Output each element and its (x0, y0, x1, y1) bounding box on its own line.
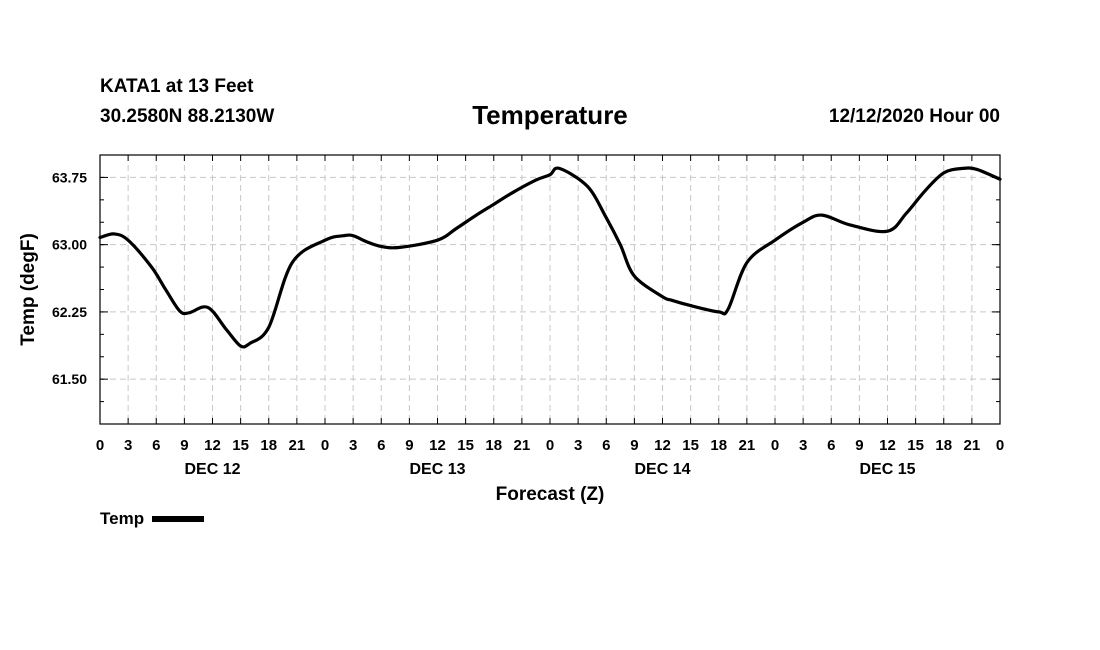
x-tick-label: 3 (349, 437, 357, 454)
station-coordinates: 30.2580N 88.2130W (100, 106, 275, 127)
x-tick-label: 6 (377, 437, 385, 454)
x-tick-label: 9 (855, 437, 863, 454)
y-axis-label: Temp (degF) (18, 233, 39, 346)
station-name: KATA1 at 13 Feet (100, 76, 254, 97)
day-label: DEC 15 (859, 461, 915, 478)
x-tick-label: 0 (996, 437, 1004, 454)
plot-frame (99, 154, 1001, 425)
series-line-temp (98, 166, 1002, 349)
legend-line-swatch (152, 516, 205, 522)
x-tick-label: 3 (574, 437, 582, 454)
tick-labels: 0 3 6 9 12 15 18 21 0 3 6 9 12 15 18 21 0 3 6 9 12 15 18 21 0 3 6 9… (52, 169, 1004, 478)
y-tick-label: 62.25 (52, 304, 87, 320)
x-tick-label: 21 (739, 437, 756, 454)
x-tick-label: 21 (514, 437, 531, 454)
x-tick-label: 18 (935, 437, 952, 454)
x-tick-label: 9 (405, 437, 413, 454)
y-tick-label: 63.00 (52, 237, 87, 253)
x-tick-label: 6 (827, 437, 835, 454)
x-tick-label: 15 (232, 437, 249, 454)
forecast-datetime: 12/12/2020 Hour 00 (828, 106, 1000, 127)
day-label: DEC 14 (634, 461, 690, 478)
day-label: DEC 12 (184, 461, 240, 478)
x-tick-label: 6 (602, 437, 610, 454)
gridlines (100, 155, 1000, 424)
series-layer (98, 166, 1002, 349)
x-tick-label: 18 (260, 437, 277, 454)
x-tick-label: 21 (964, 437, 981, 454)
x-tick-label: 0 (771, 437, 779, 454)
x-tick-label: 12 (879, 437, 896, 454)
x-tick-label: 12 (654, 437, 671, 454)
x-tick-label: 18 (485, 437, 502, 454)
legend-label-temp: Temp (100, 509, 145, 528)
x-tick-label: 12 (204, 437, 221, 454)
x-tick-label: 9 (630, 437, 638, 454)
x-tick-label: 6 (152, 437, 160, 454)
y-tick-label: 61.50 (52, 371, 87, 387)
x-tick-label: 15 (682, 437, 699, 454)
x-tick-label: 3 (799, 437, 807, 454)
x-tick-label: 15 (457, 437, 474, 454)
y-tick-label: 63.75 (52, 169, 87, 185)
x-tick-label: 0 (546, 437, 554, 454)
x-tick-label: 15 (907, 437, 924, 454)
legend: Temp (100, 509, 205, 529)
x-tick-label: 3 (124, 437, 132, 454)
x-tick-label: 0 (321, 437, 329, 454)
x-tick-label: 12 (429, 437, 446, 454)
day-label: DEC 13 (409, 461, 465, 478)
x-tick-label: 18 (710, 437, 727, 454)
chart-title: Temperature (472, 100, 628, 130)
x-tick-label: 9 (180, 437, 188, 454)
x-tick-label: 0 (96, 437, 104, 454)
x-axis-label: Forecast (Z) (496, 484, 605, 505)
x-tick-label: 21 (289, 437, 306, 454)
